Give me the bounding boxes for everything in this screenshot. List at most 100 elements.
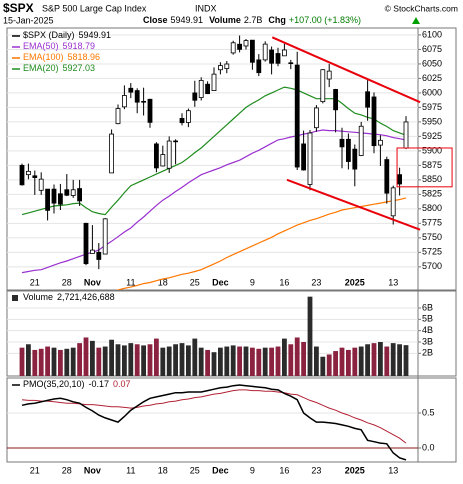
volume-bar (269, 347, 274, 376)
x-tick-label: 28 (62, 277, 72, 287)
x-tick-label: 28 (62, 465, 72, 475)
volume-bar (358, 346, 364, 376)
candle-body (217, 65, 223, 71)
y-tick-label: 5825 (422, 189, 442, 199)
candle-body (352, 148, 358, 170)
x-tick-label: Nov (84, 277, 101, 287)
legend-text: $SPX (Daily) 5949.91 (23, 30, 111, 40)
legend-name: PMO(35,20,10) (23, 379, 85, 389)
x-tick-label: 25 (190, 465, 200, 475)
candle-body (339, 138, 345, 148)
legend-text: PMO(35,20,10) -0.17 0.07 (23, 379, 131, 389)
candle-body (288, 62, 294, 64)
x-tick-label: 21 (30, 465, 40, 475)
y-tick-label: 5B (422, 314, 433, 324)
legend-text: Volume 2,721,426,688 (23, 292, 115, 302)
volume-bar (256, 348, 262, 376)
candle-body (122, 95, 127, 108)
volume-bar (237, 346, 242, 376)
candle-body (205, 83, 211, 95)
volume-bar (262, 347, 268, 376)
volume-bar (70, 347, 76, 376)
series-line (21, 86, 407, 216)
candle-body (249, 39, 255, 63)
candle-body (83, 222, 89, 265)
candle-body (109, 133, 114, 174)
volume-bar (134, 344, 140, 376)
candle-body (179, 118, 185, 124)
y-tick-label: 4B (422, 325, 433, 335)
candle-body (77, 188, 82, 202)
volume-bar (314, 346, 319, 376)
y-tick-label: 5775 (422, 218, 442, 228)
volume-bar (45, 346, 50, 376)
volume-bar (371, 343, 377, 376)
x-tick-label: 23 (311, 465, 321, 475)
volume-bar (326, 354, 332, 376)
volume-bar (352, 347, 358, 376)
x-tick-label: 18 (158, 465, 168, 475)
highlight-box (396, 147, 453, 188)
volume-bar (294, 337, 300, 376)
candle-body (128, 87, 134, 93)
pmo-panel (6, 377, 457, 463)
y-tick-label: 5925 (422, 131, 442, 141)
legend-item: EMA(100) 5818.96 (12, 52, 100, 62)
x-tick-label: 18 (158, 277, 168, 287)
y-tick-label: 5725 (422, 247, 442, 257)
candle-body (102, 218, 108, 255)
candle-body (185, 110, 191, 123)
legend-item: EMA(50) 5918.79 (12, 41, 95, 51)
candle-body (70, 189, 76, 196)
volume-bar (38, 348, 44, 376)
candle-body (115, 108, 121, 125)
close-value: 5949.91 (171, 15, 204, 25)
volume-bar (224, 346, 230, 376)
volume-bar (96, 347, 102, 376)
volume-bar (339, 347, 345, 376)
y-tick-label: 5750 (422, 232, 442, 242)
volume-bar (192, 338, 198, 376)
y-tick-label: 5850 (422, 174, 442, 184)
candle-body (269, 49, 275, 64)
candle-body (141, 100, 147, 103)
series-line (21, 384, 407, 461)
volume-bar (128, 343, 134, 376)
volume-bar (250, 347, 255, 376)
volume-bar (333, 351, 338, 376)
legend-name: EMA(20) (23, 63, 59, 73)
x-tick-label: Nov (84, 465, 101, 475)
symbol: $SPX (3, 1, 34, 15)
x-tick-label: Dec (212, 277, 229, 287)
volume-bar (243, 346, 249, 376)
candle-body (224, 63, 230, 69)
legend-item: $SPX (Daily) 5949.91 (12, 30, 111, 40)
volume-bar (288, 344, 294, 376)
candle-body (256, 59, 262, 74)
candle-body (134, 90, 140, 103)
y-tick-label: 5900 (422, 145, 442, 155)
volume-bar (307, 296, 313, 376)
volume-bar (32, 349, 38, 376)
y-tick-label: 5875 (422, 160, 442, 170)
candle-body (397, 174, 403, 185)
candle-body (25, 170, 31, 176)
candle-body (166, 140, 172, 169)
legend-swatch (12, 295, 18, 301)
x-tick-label: 16 (279, 465, 289, 475)
series-line (21, 389, 407, 444)
volume-bar (173, 344, 178, 376)
y-tick-label: 6075 (422, 44, 442, 54)
candle-body (19, 164, 25, 186)
candle-body (192, 92, 198, 101)
y-tick-label: 2B (422, 348, 433, 358)
y-tick-label: 6100 (422, 29, 442, 39)
index-name: S&P 500 Large Cap Index (42, 3, 147, 13)
x-tick-label: 23 (311, 277, 321, 287)
legend-text: EMA(20) 5927.03 (23, 63, 95, 73)
quote-line: Close 5949.91 Volume 2.7B Chg +107.00 (+1.83%… (143, 15, 361, 25)
candle-body (32, 175, 38, 178)
volume-bar (122, 345, 127, 376)
y-tick-label: 5975 (422, 102, 442, 112)
